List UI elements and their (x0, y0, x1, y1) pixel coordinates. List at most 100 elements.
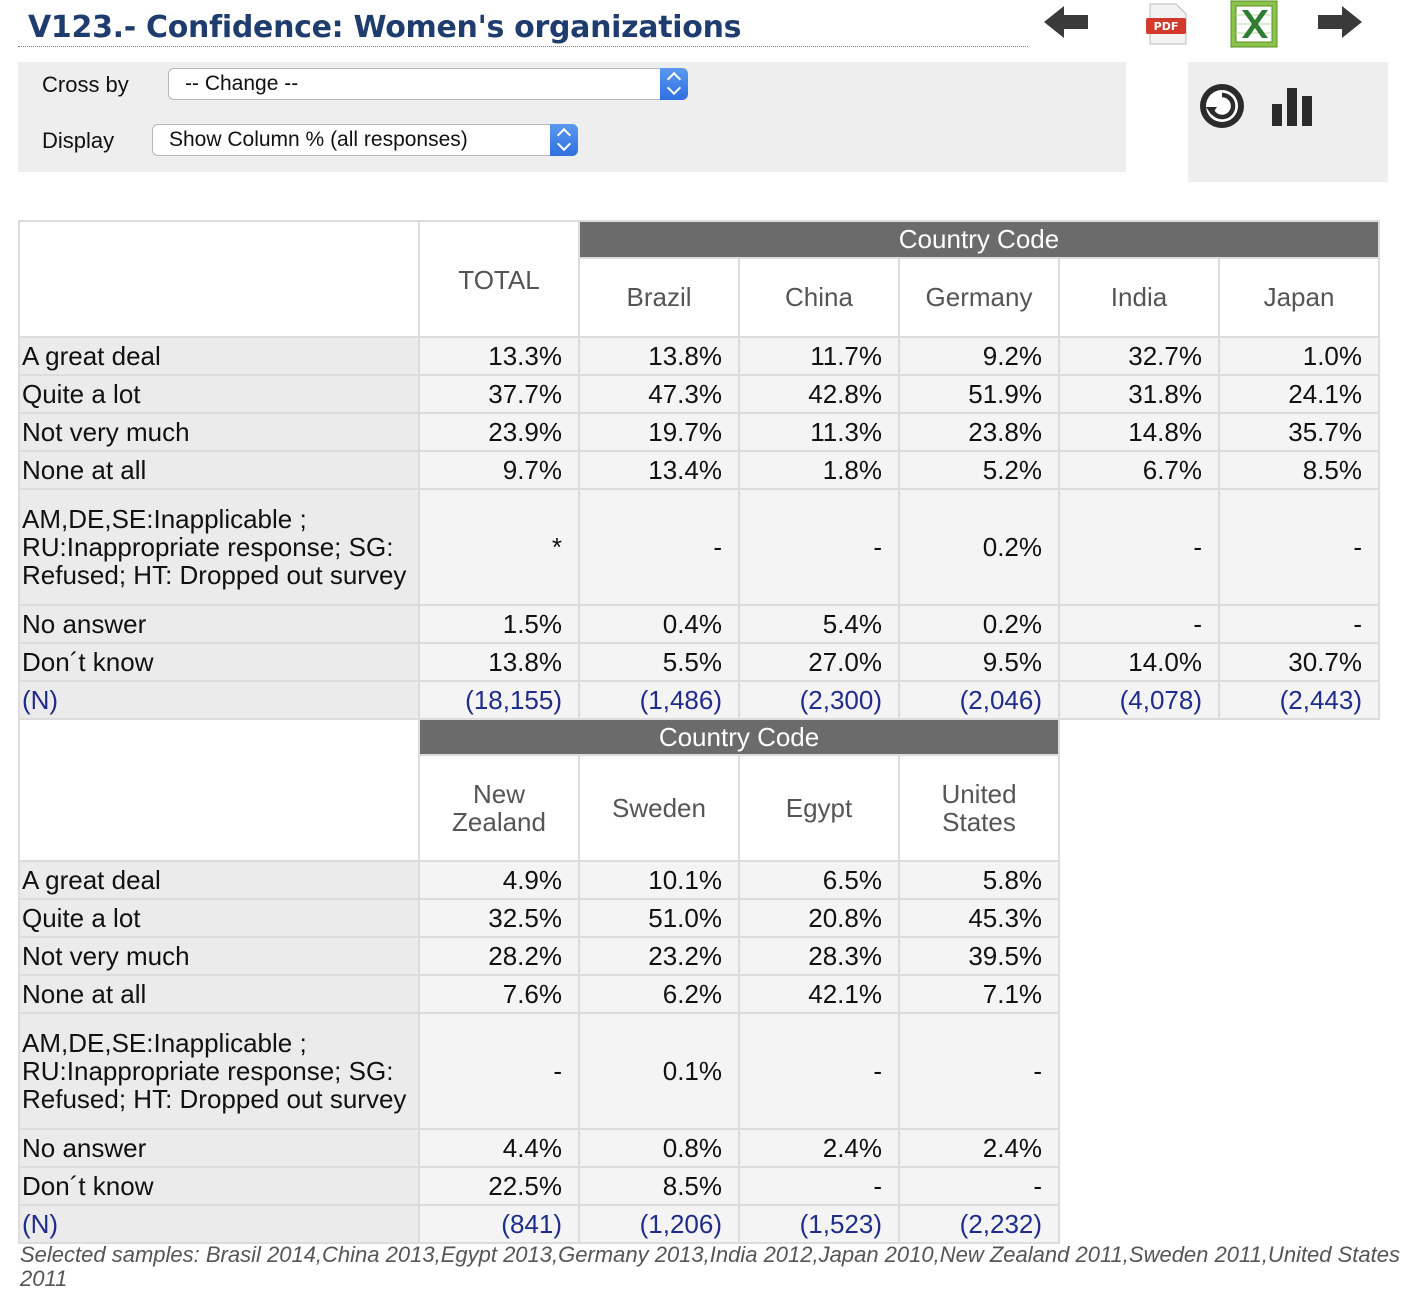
table-cell: 9.2% (898, 336, 1060, 376)
table-cell: 8.5% (578, 1166, 740, 1206)
table-cell: - (897, 1166, 1061, 1206)
table-cell: 9.5% (898, 642, 1060, 682)
column-header: New Zealand (418, 754, 580, 862)
table-row: Not very much 23.9% 19.7% 11.3% 23.8% 14… (18, 412, 1380, 452)
table-cell: 1.5% (418, 604, 580, 644)
table-cell: 35.7% (1218, 412, 1380, 452)
selected-samples-note: Selected samples: Brasil 2014,China 2013… (20, 1242, 1401, 1291)
table-cell: 7.1% (897, 974, 1061, 1014)
table-cell: 13.8% (418, 642, 580, 682)
table-row: None at all 9.7% 13.4% 1.8% 5.2% 6.7% 8.… (18, 450, 1380, 490)
table-cell: 0.2% (898, 604, 1060, 644)
pdf-icon[interactable]: PDF (1142, 2, 1192, 46)
column-header: Germany (898, 256, 1060, 339)
table-cell: (2,300) (738, 680, 900, 720)
table-row: Don´t know 13.8% 5.5% 27.0% 9.5% 14.0% 3… (18, 642, 1380, 682)
pdf-icon-text: PDF (1154, 20, 1179, 33)
row-label: (N) (18, 680, 420, 720)
table-cell: 23.2% (578, 936, 740, 976)
table-cell: 51.0% (578, 898, 740, 938)
cross-by-select[interactable]: -- Change -- (168, 68, 688, 100)
table-cell: 13.8% (578, 336, 740, 376)
display-select[interactable]: Show Column % (all responses) (152, 124, 578, 156)
row-label: Don´t know (18, 1166, 420, 1206)
table-cell: 5.2% (898, 450, 1060, 490)
table-row: No answer 1.5% 0.4% 5.4% 0.2% - - (18, 604, 1380, 644)
column-header: India (1058, 256, 1220, 339)
page-title: V123.- Confidence: Women's organizations (28, 10, 742, 45)
excel-icon[interactable] (1230, 0, 1278, 48)
table-row: No answer 4.4% 0.8% 2.4% 2.4% (18, 1128, 1061, 1168)
table-cell: - (1218, 488, 1380, 606)
table-cell: (4,078) (1058, 680, 1220, 720)
row-label: None at all (18, 974, 420, 1014)
table-cell: 0.2% (898, 488, 1060, 606)
table-cell: 13.4% (578, 450, 740, 490)
select-arrows-icon (550, 124, 578, 156)
table-row-n: (N) (841) (1,206) (1,523) (2,232) (18, 1204, 1061, 1244)
total-header: TOTAL (418, 220, 580, 338)
table-cell: - (1058, 488, 1220, 606)
table-cell: - (897, 1012, 1061, 1130)
crosstab-table-2: Country Code New Zealand Sweden Egypt Un… (18, 718, 1061, 1244)
table-cell: 32.7% (1058, 336, 1220, 376)
table-cell: 10.1% (578, 860, 740, 900)
table-cell: (1,206) (578, 1204, 740, 1244)
table-cell: (18,155) (418, 680, 580, 720)
table-cell: 4.4% (418, 1128, 580, 1168)
refresh-icon[interactable] (1198, 82, 1246, 130)
display-value: Show Column % (all responses) (169, 128, 468, 151)
row-label: A great deal (18, 860, 420, 900)
table-cell: 5.4% (738, 604, 900, 644)
table-row: None at all 7.6% 6.2% 42.1% 7.1% (18, 974, 1061, 1014)
back-arrow-icon[interactable] (1040, 2, 1092, 42)
table-cell: 4.9% (418, 860, 580, 900)
table-cell: 42.8% (738, 374, 900, 414)
table-cell: 45.3% (897, 898, 1061, 938)
row-label: Quite a lot (18, 374, 420, 414)
display-label: Display (42, 128, 115, 153)
table-row: AM,DE,SE:Inapplicable ; RU:Inappropriate… (18, 1012, 1061, 1130)
table-cell: 2.4% (738, 1128, 900, 1168)
table-cell: 13.3% (418, 336, 580, 376)
table-cell: 23.8% (898, 412, 1060, 452)
column-header: Sweden (578, 754, 740, 862)
table-cell: (1,486) (578, 680, 740, 720)
row-label: AM,DE,SE:Inapplicable ; RU:Inappropriate… (18, 488, 420, 606)
table-cell: 0.8% (578, 1128, 740, 1168)
table-cell: 22.5% (418, 1166, 580, 1206)
table-row: Quite a lot 37.7% 47.3% 42.8% 51.9% 31.8… (18, 374, 1380, 414)
column-header: Egypt (738, 754, 900, 862)
controls-panel: Cross by -- Change -- Display Show Colum… (18, 62, 1126, 172)
row-label: None at all (18, 450, 420, 490)
row-label: No answer (18, 604, 420, 644)
row-label: AM,DE,SE:Inapplicable ; RU:Inappropriate… (18, 1012, 420, 1130)
row-label: No answer (18, 1128, 420, 1168)
header-blank-cell (18, 220, 420, 338)
table-cell: 5.5% (578, 642, 740, 682)
table-cell: 7.6% (418, 974, 580, 1014)
crosstab-table-1: TOTAL Country Code Brazil China Germany … (18, 220, 1380, 720)
table-cell: (2,046) (898, 680, 1060, 720)
table-cell: - (738, 1012, 900, 1130)
table-row: AM,DE,SE:Inapplicable ; RU:Inappropriate… (18, 488, 1380, 606)
column-header: Brazil (578, 256, 740, 339)
table-cell: 51.9% (898, 374, 1060, 414)
table-cell: - (738, 1166, 900, 1206)
bar-chart-icon[interactable] (1270, 84, 1320, 128)
table-cell: 27.0% (738, 642, 900, 682)
table-cell: - (738, 488, 900, 606)
table-cell: 20.8% (738, 898, 900, 938)
table-cell: 0.4% (578, 604, 740, 644)
table-row: A great deal 13.3% 13.8% 11.7% 9.2% 32.7… (18, 336, 1380, 376)
row-label: Don´t know (18, 642, 420, 682)
row-label: Not very much (18, 412, 420, 452)
forward-arrow-icon[interactable] (1314, 2, 1366, 42)
country-code-header: Country Code (578, 220, 1380, 259)
table-cell: 32.5% (418, 898, 580, 938)
cross-by-label: Cross by (42, 72, 129, 97)
table-cell: 23.9% (418, 412, 580, 452)
table-cell: 9.7% (418, 450, 580, 490)
table-row: Not very much 28.2% 23.2% 28.3% 39.5% (18, 936, 1061, 976)
table-cell: - (1218, 604, 1380, 644)
